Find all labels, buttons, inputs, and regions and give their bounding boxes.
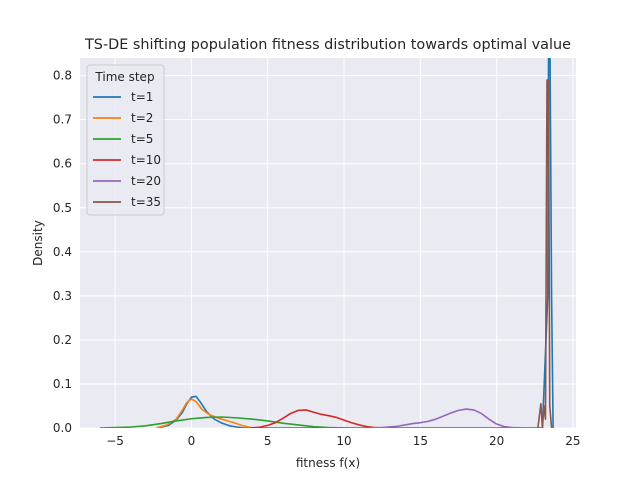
x-tick-label: 20 xyxy=(489,434,504,448)
series-line-t-10 xyxy=(249,409,384,428)
legend-label: t=35 xyxy=(131,195,161,209)
legend-title: Time step xyxy=(94,70,154,84)
x-tick-label: 0 xyxy=(188,434,196,448)
y-tick-label: 0.2 xyxy=(53,333,72,347)
y-axis-label: Density xyxy=(31,220,45,266)
x-tick-label: 25 xyxy=(565,434,580,448)
series-line-t-20 xyxy=(366,408,528,428)
y-tick-label: 0.5 xyxy=(53,201,72,215)
legend-label: t=2 xyxy=(131,111,153,125)
series-curves xyxy=(99,58,554,428)
legend-label: t=20 xyxy=(131,174,161,188)
y-tick-label: 0.8 xyxy=(53,69,72,83)
y-tick-label: 0.1 xyxy=(53,377,72,391)
legend: Time step t=1 t=2 t=5 t=10 t=20 t=35 xyxy=(86,64,165,216)
legend-label: t=1 xyxy=(131,90,153,104)
legend-items: t=1 t=2 t=5 t=10 t=20 t=35 xyxy=(93,90,161,209)
y-axis-ticks: 0.0 0.1 0.2 0.3 0.4 0.5 0.6 0.7 0.8 xyxy=(53,69,72,435)
x-axis-ticks: −5 0 5 10 15 20 25 xyxy=(106,434,580,448)
chart-title: TS-DE shifting population fitness distri… xyxy=(84,37,571,53)
legend-label: t=10 xyxy=(131,153,161,167)
y-tick-label: 0.6 xyxy=(53,157,72,171)
x-tick-label: 5 xyxy=(264,434,272,448)
y-tick-label: 0.7 xyxy=(53,113,72,127)
x-tick-label: −5 xyxy=(106,434,124,448)
x-tick-label: 15 xyxy=(413,434,428,448)
legend-label: t=5 xyxy=(131,132,153,146)
series-line-t-2 xyxy=(156,398,253,428)
x-tick-label: 10 xyxy=(336,434,351,448)
series-line-t-35 xyxy=(537,79,553,428)
y-tick-label: 0.0 xyxy=(53,421,72,435)
y-tick-label: 0.4 xyxy=(53,245,72,259)
x-axis-label: fitness f(x) xyxy=(296,456,360,470)
legend-box xyxy=(86,64,165,216)
y-tick-label: 0.3 xyxy=(53,289,72,303)
series-line-t-5 xyxy=(99,416,349,428)
